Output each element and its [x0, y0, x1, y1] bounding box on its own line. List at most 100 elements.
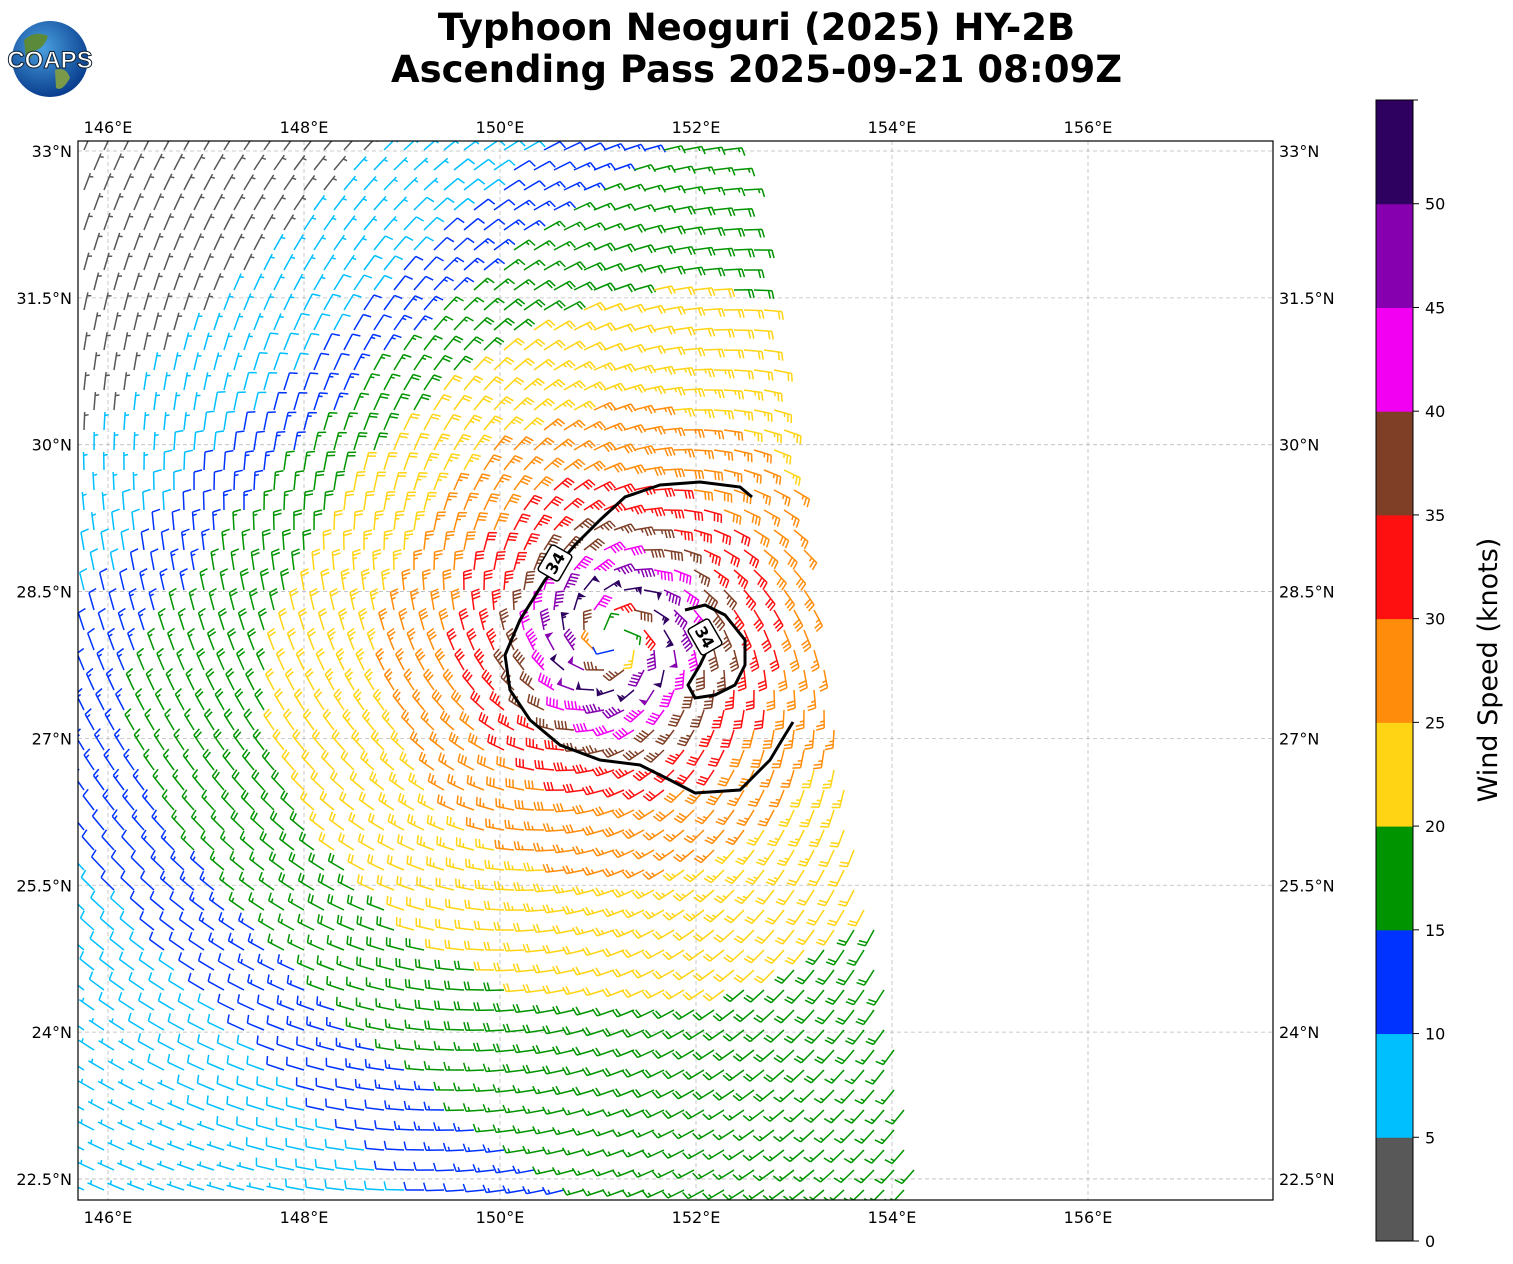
wind-barb: [502, 1185, 525, 1194]
barb-staff: [703, 869, 725, 884]
barb-staff: [753, 569, 768, 590]
wind-barb: [103, 748, 115, 771]
wind-barb: [561, 1026, 585, 1036]
barb-staff: [78, 1078, 95, 1091]
barb-staff: [673, 448, 696, 458]
wind-barb: [137, 1079, 155, 1091]
wind-barb: [193, 469, 203, 491]
wind-barb: [393, 235, 414, 251]
wind-barb: [133, 312, 142, 331]
barb-staff: [773, 1129, 795, 1143]
barb-staff: [357, 832, 375, 851]
barb-staff: [267, 933, 285, 951]
barb-staff: [759, 769, 775, 788]
wind-barb: [613, 403, 637, 413]
barb-staff: [113, 312, 122, 331]
barb-staff: [78, 943, 85, 951]
wind-barb: [633, 445, 656, 456]
wind-barb: [423, 491, 437, 511]
barb-staff: [377, 833, 395, 851]
wind-barb: [273, 154, 287, 171]
wind-barb: [360, 568, 370, 591]
barb-staff: [136, 647, 145, 671]
wind-barb: [303, 293, 321, 311]
wind-barb: [233, 430, 245, 451]
wind-barb: [483, 900, 505, 911]
wind-barb: [703, 469, 724, 481]
wind-barb: [231, 769, 245, 791]
barb-staff: [703, 689, 715, 710]
wind-barb: [193, 153, 206, 171]
barb-staff: [655, 729, 675, 745]
barb-staff: [631, 1089, 655, 1099]
wind-barb: [167, 1100, 185, 1111]
wind-barb: [173, 469, 182, 491]
barb-staff: [293, 391, 308, 411]
wind-barb: [263, 293, 275, 311]
barb-staff: [223, 292, 234, 311]
wind-barb: [475, 796, 495, 811]
wind-barb: [884, 1109, 905, 1125]
wind-barb: [333, 234, 347, 251]
barb-staff: [313, 431, 327, 451]
barb-staff: [820, 809, 835, 828]
wind-barb: [623, 545, 646, 556]
wind-barb: [214, 688, 225, 711]
barb-staff: [443, 1021, 465, 1031]
wind-barb: [593, 520, 616, 531]
wind-barb: [433, 236, 455, 251]
barb-staff: [207, 1013, 225, 1031]
wind-barb: [168, 587, 177, 611]
wind-barb: [223, 174, 236, 191]
contour-34kt-inner: [684, 603, 747, 700]
wind-barb: [532, 923, 555, 934]
barb-staff: [216, 1161, 235, 1171]
wind-barb: [157, 1120, 175, 1131]
wind-barb: [406, 627, 416, 651]
colorbar-tick-label: 25: [1425, 713, 1445, 732]
barb-staff: [303, 293, 321, 311]
barb-staff: [364, 668, 375, 691]
barb-staff: [197, 607, 206, 631]
wind-barb: [746, 829, 765, 846]
wind-barb: [502, 1104, 525, 1114]
barb-staff: [463, 1022, 485, 1031]
wind-barb: [473, 550, 485, 571]
wind-barb: [523, 494, 543, 511]
wind-barb: [143, 173, 155, 191]
wind-barb: [703, 689, 715, 710]
barb-staff: [107, 1099, 125, 1111]
barb-staff: [673, 326, 696, 336]
barb-staff: [415, 917, 435, 931]
barb-staff: [388, 771, 405, 791]
barb-staff: [683, 869, 705, 883]
barb-staff: [383, 294, 403, 311]
wind-barb: [159, 911, 175, 931]
wind-barb: [176, 1161, 195, 1171]
wind-barb: [206, 1054, 225, 1071]
wind-barb: [743, 309, 765, 319]
wind-barb: [267, 933, 285, 951]
barb-staff: [743, 589, 757, 611]
wind-barb: [92, 768, 105, 791]
barb-staff: [723, 949, 745, 963]
barb-staff: [78, 607, 86, 631]
wind-barb: [409, 588, 420, 611]
wind-barb: [406, 855, 425, 871]
wind-barb: [643, 466, 666, 477]
wind-barb: [191, 769, 205, 791]
wind-barb: [502, 1145, 525, 1154]
barb-staff: [722, 1069, 745, 1082]
wind-barb: [107, 1139, 125, 1151]
wind-barb: [223, 141, 231, 151]
wind-barb: [143, 412, 150, 431]
wind-barb: [113, 192, 124, 211]
wind-barb: [97, 1159, 115, 1171]
wind-barb: [309, 811, 325, 831]
wind-barb: [160, 528, 170, 551]
barb-staff: [259, 568, 270, 591]
wind-barb: [613, 163, 637, 172]
wind-barb: [173, 352, 182, 371]
barb-staff: [693, 449, 715, 460]
wind-barb: [643, 548, 665, 558]
